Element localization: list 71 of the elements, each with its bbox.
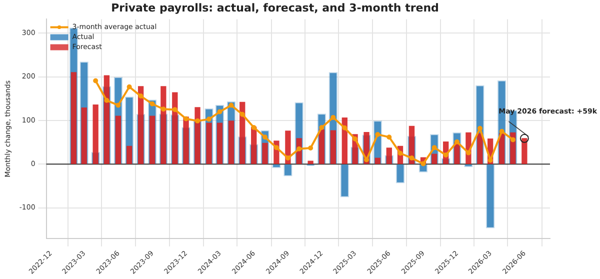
bar xyxy=(104,75,110,164)
point xyxy=(296,146,302,152)
bar xyxy=(342,118,348,164)
point xyxy=(352,136,358,142)
bar xyxy=(272,164,281,168)
point xyxy=(499,128,504,134)
bar xyxy=(477,133,483,164)
bar xyxy=(498,133,505,164)
point xyxy=(93,78,98,84)
bar xyxy=(374,158,380,164)
point xyxy=(150,101,155,106)
point xyxy=(386,134,392,140)
bar xyxy=(386,148,392,164)
point xyxy=(308,146,314,150)
bar xyxy=(408,126,415,164)
point xyxy=(251,124,256,130)
point xyxy=(184,116,189,122)
bar xyxy=(216,122,223,164)
bar xyxy=(92,104,98,164)
bar xyxy=(160,86,166,164)
bar xyxy=(126,146,132,164)
point xyxy=(206,116,212,122)
point xyxy=(342,125,348,130)
bar xyxy=(262,142,268,164)
point xyxy=(240,112,245,117)
point xyxy=(228,102,234,108)
bar xyxy=(308,160,314,164)
bar xyxy=(194,107,200,164)
point xyxy=(420,161,426,166)
bar xyxy=(486,164,495,228)
point xyxy=(195,118,200,124)
bar xyxy=(522,138,528,164)
point xyxy=(466,150,471,156)
bar xyxy=(206,122,212,164)
bar xyxy=(240,102,246,164)
bar xyxy=(396,164,405,184)
point xyxy=(510,137,516,142)
point xyxy=(116,102,121,108)
point xyxy=(160,106,166,112)
point xyxy=(375,132,380,137)
bar xyxy=(318,129,325,164)
point xyxy=(138,94,144,99)
bar xyxy=(138,86,144,164)
point xyxy=(285,156,290,161)
point xyxy=(477,126,482,131)
point xyxy=(330,114,336,120)
point xyxy=(432,145,437,150)
point xyxy=(126,84,132,90)
point xyxy=(409,156,414,161)
bar xyxy=(172,92,178,164)
bar xyxy=(81,108,87,164)
bar xyxy=(183,116,189,164)
point xyxy=(488,158,493,163)
point xyxy=(262,134,268,140)
bar xyxy=(330,130,336,164)
point xyxy=(217,109,222,114)
point xyxy=(104,98,110,103)
point xyxy=(443,152,448,158)
point xyxy=(364,157,370,162)
point xyxy=(172,107,178,112)
bar xyxy=(340,164,349,198)
bar xyxy=(251,126,257,164)
bar xyxy=(149,116,156,164)
point xyxy=(274,145,279,150)
bar xyxy=(115,116,122,164)
chart-title: Private payrolls: actual, forecast, and 3-month trend xyxy=(111,1,439,14)
point xyxy=(454,139,460,144)
point xyxy=(319,124,324,130)
bar xyxy=(228,120,234,164)
bar xyxy=(70,72,77,164)
bar xyxy=(432,154,438,164)
